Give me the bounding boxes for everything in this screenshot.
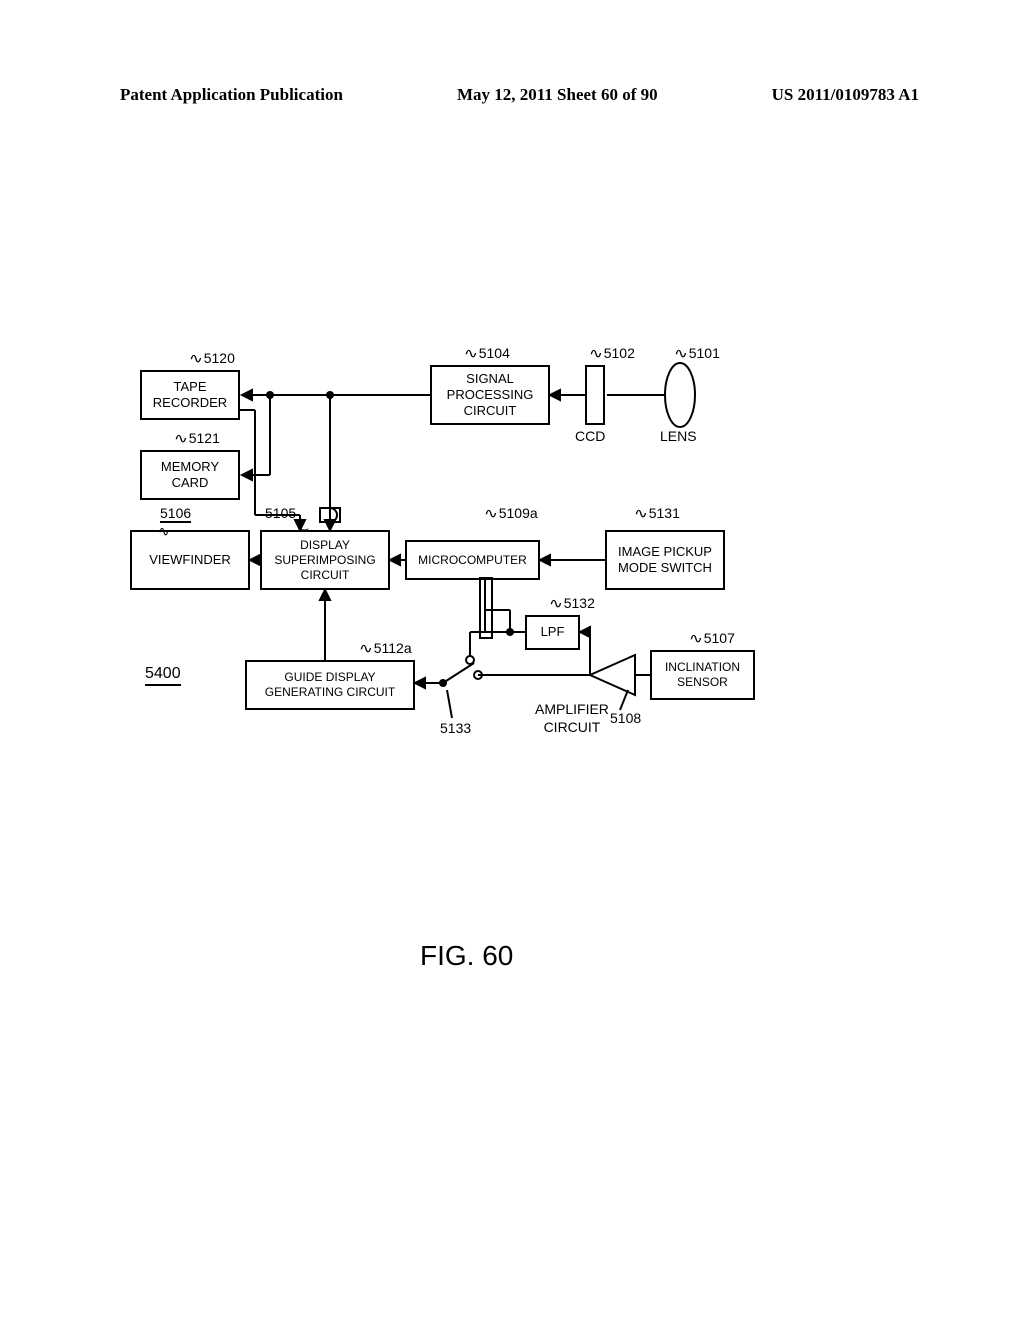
header-center: May 12, 2011 Sheet 60 of 90: [457, 85, 658, 105]
header-right: US 2011/0109783 A1: [772, 85, 919, 105]
wires-svg: [130, 350, 770, 790]
header-left: Patent Application Publication: [120, 85, 343, 105]
figure-caption: FIG. 60: [420, 940, 513, 972]
block-diagram: TAPE RECORDER ∿5120 MEMORY CARD ∿5121 VI…: [130, 350, 770, 790]
